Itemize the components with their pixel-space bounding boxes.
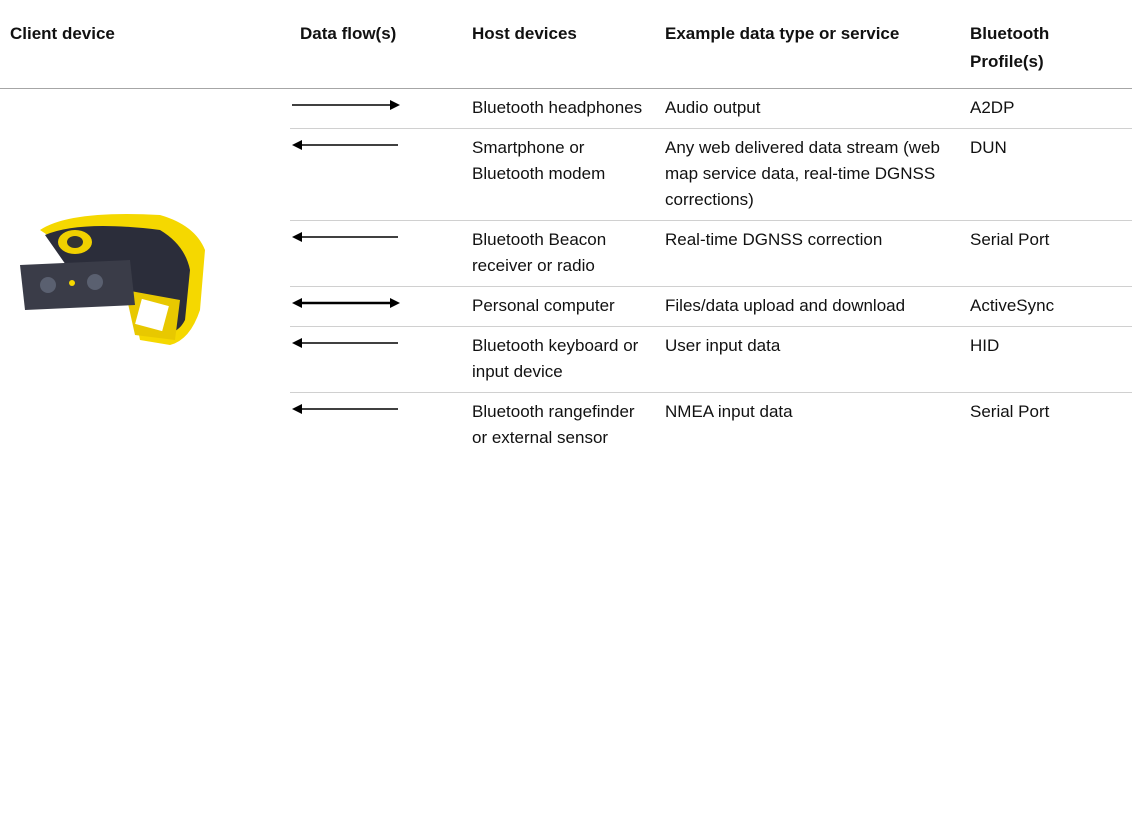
row: Bluetooth rangefinder or external sensor…	[0, 392, 1132, 458]
arrow-right	[292, 100, 400, 110]
device-lens	[67, 235, 83, 248]
device-image	[20, 213, 205, 345]
flow-cell	[290, 89, 462, 129]
profile-cell: DUN	[960, 128, 1132, 221]
example-cell: User input data	[655, 326, 960, 393]
host-cell: Bluetooth headphones	[472, 98, 643, 117]
row: Personal computer Files/data upload and …	[0, 286, 1132, 327]
device-camera	[40, 276, 56, 293]
example-cell: Audio output	[665, 98, 761, 117]
arrow-both	[292, 298, 400, 308]
host-cell: Personal computer	[462, 286, 655, 327]
arrow-left	[292, 338, 398, 348]
arrow-left	[292, 232, 398, 242]
profile-cell: HID	[960, 326, 1132, 393]
header-cell: Client device	[0, 0, 290, 89]
host-cell: Bluetooth Beacon receiver or radio	[462, 220, 655, 287]
profile-cell: Serial Port	[960, 392, 1132, 458]
device-cell	[0, 89, 290, 459]
flow-cell	[290, 220, 462, 287]
example-cell: Any web delivered data stream (web map s…	[655, 128, 960, 221]
device-light	[69, 279, 75, 286]
header-cell: Data flow(s)	[290, 0, 462, 89]
header-cell: Bluetooth Profile(s)	[960, 0, 1132, 89]
header-cell: Example data type or service	[655, 0, 960, 89]
device-label	[135, 298, 169, 331]
profile-cell: A2DP	[970, 98, 1015, 117]
flow-cell	[290, 326, 462, 393]
arrow-left	[292, 404, 398, 414]
example-cell: Files/data upload and download	[655, 286, 960, 327]
flow-cell	[290, 392, 462, 458]
device-front	[20, 259, 135, 310]
example-cell: Real-time DGNSS correction	[655, 220, 960, 287]
profile-cell: ActiveSync	[960, 286, 1132, 327]
host-cell: Bluetooth rangefinder or external sensor	[462, 392, 655, 458]
header-row: Client device Data flow(s) Host devices …	[0, 0, 1132, 89]
flow-cell	[290, 286, 462, 327]
profile-cell: Serial Port	[960, 220, 1132, 287]
device-camera	[87, 273, 103, 290]
row: Smartphone or Bluetooth modem Any web de…	[0, 128, 1132, 221]
flow-cell	[290, 128, 462, 221]
row: Bluetooth keyboard or input device User …	[0, 326, 1132, 393]
host-cell: Bluetooth keyboard or input device	[462, 326, 655, 393]
bluetooth-table: Client device Data flow(s) Host devices …	[0, 0, 1132, 458]
row: Bluetooth headphones Audio output A2DP	[0, 89, 1132, 345]
example-cell: NMEA input data	[655, 392, 960, 458]
arrow-left	[292, 140, 398, 150]
row: Bluetooth Beacon receiver or radio Real-…	[0, 220, 1132, 287]
host-cell: Smartphone or Bluetooth modem	[462, 128, 655, 221]
header-cell: Host devices	[462, 0, 655, 89]
